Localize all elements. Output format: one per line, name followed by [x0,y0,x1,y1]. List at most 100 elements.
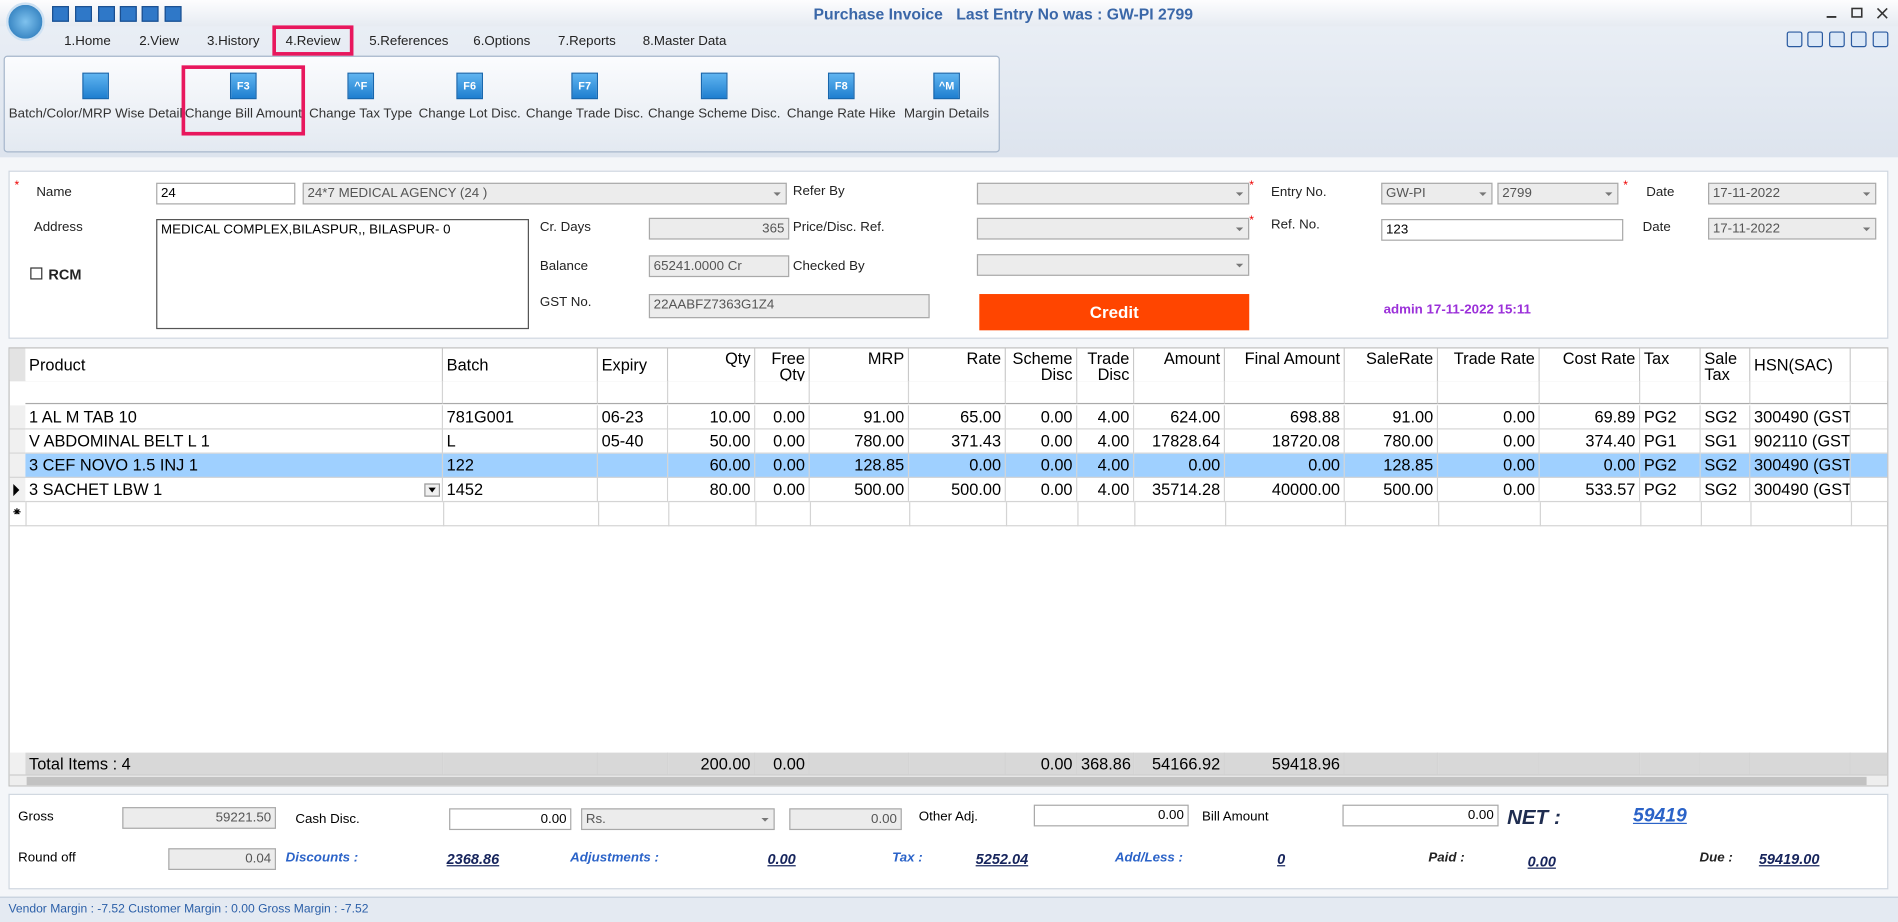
grid-cell[interactable]: 0.00 [755,453,810,478]
grid-cell[interactable]: 4.00 [1077,477,1135,503]
total-cell[interactable] [909,752,1006,777]
column-header[interactable]: Am [1850,348,1888,382]
price-ref-dropdown[interactable] [976,217,1250,240]
grid-cell[interactable]: 1 AL M TAB 10 [25,405,444,430]
credit-button[interactable]: Credit [979,294,1250,331]
checked-by-dropdown[interactable] [976,254,1250,276]
grid-cell[interactable]: SG1 [1700,429,1751,454]
grid-cell[interactable]: 0.00 [1134,453,1226,478]
filter-cell[interactable] [1344,381,1439,405]
grid-cell[interactable]: SG2 [1700,453,1751,478]
quick-access-icon[interactable] [119,6,137,22]
grid-cell[interactable]: 69.89 [1539,405,1641,430]
grid-cell[interactable]: 0.00 [909,453,1006,478]
filter-cell[interactable] [1225,381,1345,405]
grid-cell[interactable]: 0.00 [1225,453,1345,478]
date-picker[interactable]: 17-11-2022 [1708,217,1877,240]
summary-link[interactable]: 0.00 [1527,853,1556,870]
filter-cell[interactable] [1750,381,1851,405]
grid-cell[interactable]: 18720.08 [1225,429,1345,454]
grid-cell[interactable]: SG2 [1700,477,1751,503]
total-cell[interactable]: 0.00 [1005,752,1078,777]
menu-tab[interactable]: 4.Review [285,33,341,49]
grid-cell[interactable]: 3 SACHET LBW 1 [25,477,444,503]
grid-cell[interactable]: 698.88 [1225,405,1345,430]
grid-cell[interactable]: 91.00 [809,405,910,430]
total-cell[interactable] [443,752,598,777]
column-header[interactable]: SaleRate [1344,348,1439,382]
app-logo[interactable] [6,2,45,42]
help-icon[interactable] [1850,31,1867,48]
grid-cell[interactable]: 0.00 [1438,453,1540,478]
rcm-checkbox[interactable] [30,267,43,280]
grid-cell[interactable]: 500.00 [1344,477,1439,503]
menu-tab[interactable]: 6.Options [473,33,531,49]
summary-field[interactable]: 59221.50 [122,807,276,829]
grid-cell[interactable]: 780.00 [1344,429,1439,454]
quick-access-icon[interactable] [52,6,69,22]
toolbar-icon[interactable]: F3 [229,72,257,100]
grid-cell[interactable]: 40000.00 [1225,477,1345,503]
filter-cell[interactable] [668,381,756,405]
summary-link[interactable]: 0 [1277,850,1286,868]
grid-cell[interactable]: 35714.28 [1134,477,1226,503]
grid-cell[interactable]: 0.00 [1438,429,1540,454]
column-header[interactable]: Trade Disc [1077,348,1135,382]
summary-link[interactable]: 2368.86 [446,850,500,868]
input-field[interactable]: 24 [156,182,296,205]
summary-link[interactable]: 5252.04 [975,850,1029,868]
toolbar-label[interactable]: Change Scheme Disc. [647,106,781,121]
grid-cell[interactable] [597,453,669,478]
grid-cell[interactable]: V ABDOMINAL BELT L 1 [25,429,444,454]
grid-cell[interactable]: 17828.64 [1134,429,1226,454]
total-cell[interactable] [1344,752,1439,777]
grid-cell[interactable]: 780.00 [809,429,910,454]
column-header[interactable]: Tax [1640,348,1701,382]
menu-tab[interactable]: 3.History [206,33,260,49]
total-cell[interactable] [809,752,910,777]
filter-cell[interactable] [1005,381,1078,405]
toolbar-icon[interactable]: ^M [933,72,960,100]
grid-cell[interactable]: 50.00 [668,429,756,454]
menu-tab[interactable]: 1.Home [64,33,111,49]
grid-cell[interactable]: 533.57 [1539,477,1641,503]
column-header[interactable]: Cost Rate [1539,348,1641,382]
input-field[interactable]: 365 [648,217,790,240]
filter-cell[interactable] [443,381,598,405]
filter-cell[interactable] [1539,381,1641,405]
grid-cell[interactable]: 0.00 [1438,477,1540,503]
toolbar-label[interactable]: Change Lot Disc. [418,106,521,121]
quick-access-icon[interactable] [164,6,182,22]
filter-cell[interactable] [1640,381,1701,405]
grid-cell[interactable]: 128.85 [809,453,910,478]
summary-field[interactable]: 0.00 [1033,804,1189,827]
filter-cell[interactable] [909,381,1006,405]
grid-cell[interactable]: 65.00 [909,405,1006,430]
toolbar-label[interactable]: Batch/Color/MRP Wise Detail [8,106,183,121]
column-header[interactable]: Product [25,348,444,382]
grid-cell[interactable]: L [443,429,598,454]
summary-field[interactable]: 0.00 [789,808,902,831]
toolbar-label[interactable]: Margin Details [904,106,990,121]
net-amount[interactable]: 59419 [1632,805,1687,827]
total-cell[interactable]: 200.00 [668,752,756,777]
summary-field[interactable]: 0.04 [168,848,276,870]
column-header[interactable]: Trade Rate [1438,348,1540,382]
filter-cell[interactable] [25,381,444,405]
toolbar-icon[interactable]: ^F [347,72,375,100]
input-field[interactable]: 65241.0000 Cr [648,255,790,278]
window-controls[interactable] [1822,5,1895,22]
grid-cell[interactable]: SG2 [1700,405,1751,430]
grid-cell[interactable]: 428 [1850,477,1888,503]
total-cell[interactable] [597,752,669,777]
column-header[interactable]: Batch [443,348,598,382]
grid-cell[interactable]: 0.00 [1005,453,1078,478]
grid-cell[interactable]: 4.00 [1077,453,1135,478]
grid-cell[interactable]: 0.00 [1539,453,1641,478]
filter-cell[interactable] [1077,381,1135,405]
column-header[interactable]: Expiry Date [597,348,669,382]
summary-link[interactable]: 59419.00 [1758,850,1820,868]
column-header[interactable]: Sale Tax [1700,348,1751,382]
grid-cell[interactable]: 500.00 [809,477,910,503]
grid-cell[interactable]: PG1 [1640,429,1701,454]
